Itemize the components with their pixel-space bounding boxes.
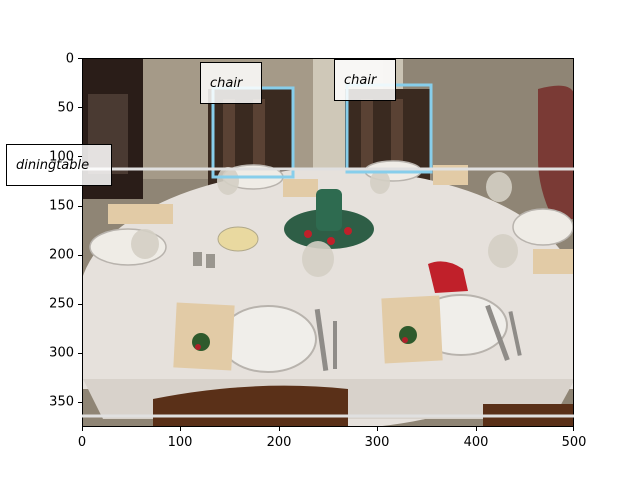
chair-label-2-text: chair (344, 72, 377, 88)
x-tick-mark (476, 427, 477, 431)
x-tick-mark (377, 427, 378, 431)
y-tick-mark (78, 255, 82, 256)
y-tick-mark (78, 156, 82, 157)
chair-label-2: chair (334, 59, 396, 101)
y-tick-mark (78, 402, 82, 403)
y-tick-label: 250 (49, 296, 74, 312)
dining-room-photo (83, 59, 573, 426)
y-tick-label: 150 (49, 198, 74, 214)
y-tick-label: 350 (49, 394, 74, 410)
y-tick-mark (78, 353, 82, 354)
x-tick-mark (279, 427, 280, 431)
y-tick-label: 100 (49, 149, 74, 165)
y-tick-label: 300 (49, 345, 74, 361)
diningtable-label-text: diningtable (16, 157, 90, 173)
x-tick-mark (82, 427, 83, 431)
y-tick-mark (78, 206, 82, 207)
y-tick-label: 200 (49, 247, 74, 263)
chair-label-1-text: chair (210, 75, 243, 91)
x-tick-label: 400 (463, 435, 489, 450)
x-tick-label: 200 (266, 435, 292, 450)
diningtable-label: diningtable (6, 144, 112, 186)
x-tick-label: 100 (167, 435, 193, 450)
y-tick-mark (78, 304, 82, 305)
y-tick-mark (78, 107, 82, 108)
x-tick-label: 0 (77, 435, 87, 450)
x-tick-mark (573, 427, 574, 431)
y-tick-label: 50 (57, 100, 74, 116)
x-tick-label: 500 (561, 435, 587, 450)
image-axes (82, 58, 574, 427)
x-tick-mark (180, 427, 181, 431)
chair-label-1: chair (200, 62, 262, 104)
y-tick-mark (78, 58, 82, 59)
x-tick-label: 300 (364, 435, 390, 450)
y-tick-label: 0 (65, 51, 74, 67)
